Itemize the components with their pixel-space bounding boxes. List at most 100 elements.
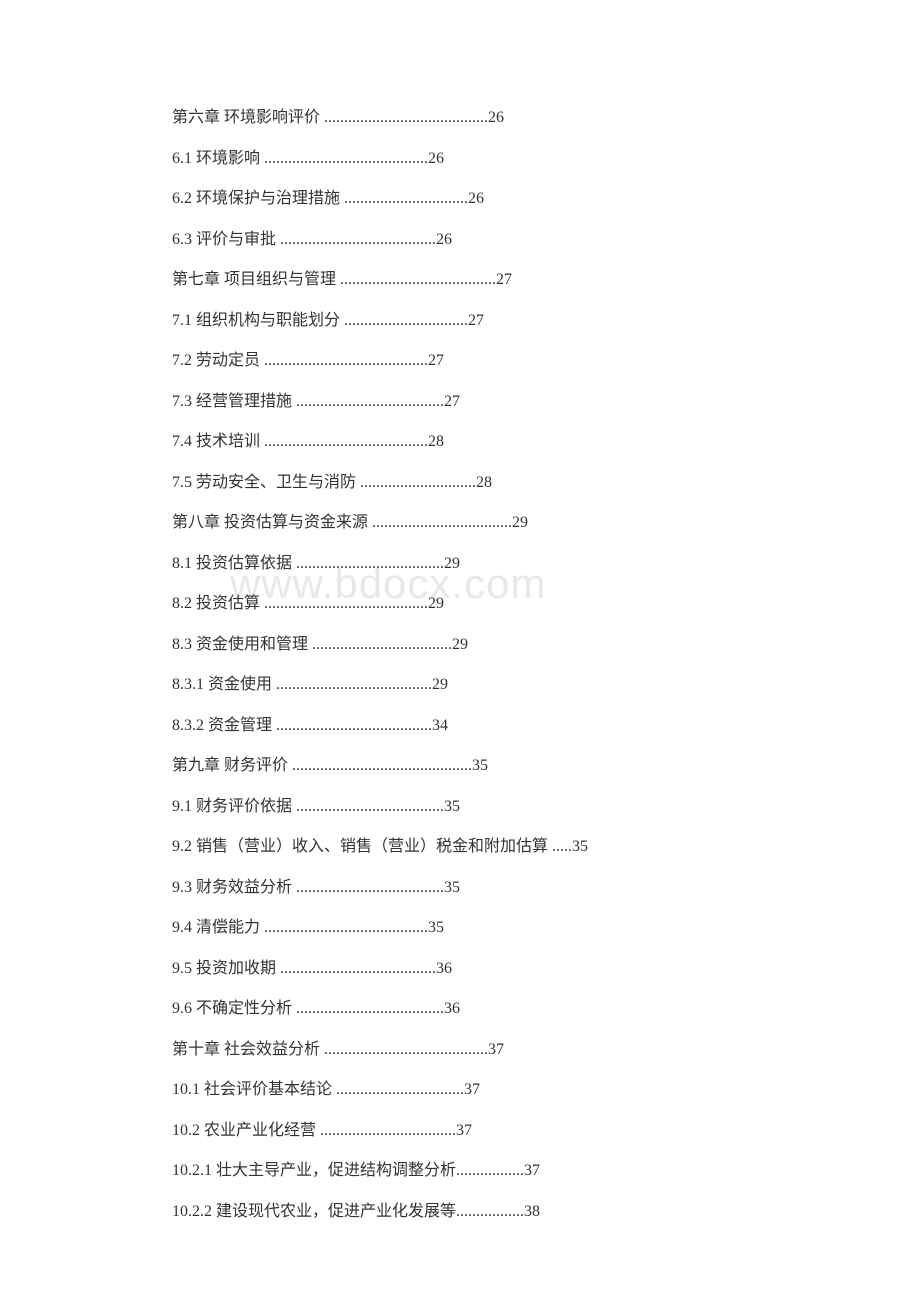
toc-entry-dots: ................. <box>456 1162 524 1179</box>
toc-entry: 第九章 财务评价 ...............................… <box>172 758 748 774</box>
toc-entry-dots: .................................. <box>320 1122 456 1139</box>
toc-entry: 第十章 社会效益分析 .............................… <box>172 1042 748 1058</box>
toc-entry-text: 7.3 经营管理措施 <box>172 393 296 410</box>
toc-entry-dots: ........................................… <box>264 433 428 450</box>
toc-entry-text: 9.5 投资加收期 <box>172 960 280 977</box>
toc-entry-text: 8.2 投资估算 <box>172 595 264 612</box>
toc-entry: 第七章 项目组织与管理 ............................… <box>172 272 748 288</box>
toc-entry-text: 9.1 财务评价依据 <box>172 798 296 815</box>
toc-entry-dots: ..................................... <box>296 798 444 815</box>
toc-entry-dots: ........................................… <box>324 1041 488 1058</box>
toc-entry-text: 6.1 环境影响 <box>172 150 264 167</box>
toc-entry-text: 第六章 环境影响评价 <box>172 109 324 126</box>
toc-entry: 第六章 环境影响评价 .............................… <box>172 110 748 126</box>
toc-entry-page: 29 <box>452 636 468 653</box>
toc-entry: 9.6 不确定性分析 .............................… <box>172 1001 748 1017</box>
toc-entry-page: 35 <box>472 757 488 774</box>
toc-entry-dots: ............................. <box>360 474 476 491</box>
toc-entry-page: 29 <box>512 514 528 531</box>
toc-entry: 6.2 环境保护与治理措施 ..........................… <box>172 191 748 207</box>
toc-entry: 9.4 清偿能力 ...............................… <box>172 920 748 936</box>
toc-entry: 9.1 财务评价依据 .............................… <box>172 799 748 815</box>
toc-entry: 8.1 投资估算依据 .............................… <box>172 556 748 572</box>
toc-entry-page: 35 <box>428 919 444 936</box>
toc-entry: 7.2 劳动定员 ...............................… <box>172 353 748 369</box>
toc-entry-page: 27 <box>444 393 460 410</box>
toc-entry-page: 37 <box>488 1041 504 1058</box>
toc-entry-text: 第九章 财务评价 <box>172 757 292 774</box>
toc-entry: 7.5 劳动安全、卫生与消防 .........................… <box>172 475 748 491</box>
toc-entry-dots: ................. <box>456 1203 524 1220</box>
toc-entry-page: 26 <box>436 231 452 248</box>
toc-entry: 8.2 投资估算 ...............................… <box>172 596 748 612</box>
toc-entry-dots: ................................... <box>312 636 452 653</box>
toc-entry-dots: ....................................... <box>340 271 496 288</box>
toc-entry-dots: ..................................... <box>296 393 444 410</box>
toc-entry-text: 第八章 投资估算与资金来源 <box>172 514 372 531</box>
toc-entry-text: 9.2 销售（营业）收入、销售（营业）税金和附加估算 ..... <box>172 838 572 855</box>
toc-entry-text: 7.4 技术培训 <box>172 433 264 450</box>
toc-entry-dots: ........................................… <box>324 109 488 126</box>
toc-entry-text: 第七章 项目组织与管理 <box>172 271 340 288</box>
toc-entry-dots: ....................................... <box>280 960 436 977</box>
toc-entry-page: 37 <box>464 1081 480 1098</box>
toc-entry-text: 9.6 不确定性分析 <box>172 1000 296 1017</box>
toc-entry-dots: ........................................… <box>264 150 428 167</box>
toc-entry: 9.5 投资加收期 ..............................… <box>172 961 748 977</box>
toc-entry-text: 7.5 劳动安全、卫生与消防 <box>172 474 360 491</box>
toc-entry-page: 37 <box>456 1122 472 1139</box>
toc-entry-page: 29 <box>428 595 444 612</box>
toc-entry-text: 7.2 劳动定员 <box>172 352 264 369</box>
toc-entry: 9.2 销售（营业）收入、销售（营业）税金和附加估算 .....35 <box>172 839 748 855</box>
toc-entry-text: 8.3.2 资金管理 <box>172 717 276 734</box>
toc-entry-text: 10.2 农业产业化经营 <box>172 1122 320 1139</box>
toc-entry-text: 9.4 清偿能力 <box>172 919 264 936</box>
page-container: 第六章 环境影响评价 .............................… <box>0 0 920 1220</box>
toc-entry-page: 34 <box>432 717 448 734</box>
toc-entry-page: 36 <box>444 1000 460 1017</box>
toc-entry-dots: ............................... <box>344 190 468 207</box>
toc-entry-page: 27 <box>496 271 512 288</box>
toc-entry-text: 9.3 财务效益分析 <box>172 879 296 896</box>
toc-entry: 7.3 经营管理措施 .............................… <box>172 394 748 410</box>
toc-entry-page: 28 <box>428 433 444 450</box>
toc-entry-text: 10.1 社会评价基本结论 <box>172 1081 336 1098</box>
toc-entry-dots: ..................................... <box>296 879 444 896</box>
toc-entry: 10.2.1 壮大主导产业，促进结构调整分析.................3… <box>172 1163 748 1179</box>
toc-entry: 6.3 评价与审批 ..............................… <box>172 232 748 248</box>
toc-entry-dots: ........................................… <box>292 757 472 774</box>
toc-entry-dots: ................................ <box>336 1081 464 1098</box>
toc-entry-text: 8.3.1 资金使用 <box>172 676 276 693</box>
toc-entry: 10.2.2 建设现代农业，促进产业化发展等.................3… <box>172 1204 748 1220</box>
toc-entry-page: 28 <box>476 474 492 491</box>
toc-entry: 8.3 资金使用和管理 ............................… <box>172 637 748 653</box>
toc-entry: 9.3 财务效益分析 .............................… <box>172 880 748 896</box>
toc-entry: 6.1 环境影响 ...............................… <box>172 151 748 167</box>
toc-entry-page: 29 <box>444 555 460 572</box>
toc-entry-dots: ........................................… <box>264 919 428 936</box>
toc-entry-text: 6.2 环境保护与治理措施 <box>172 190 344 207</box>
toc-entry-dots: ..................................... <box>296 1000 444 1017</box>
toc-entry: 8.3.2 资金管理 .............................… <box>172 718 748 734</box>
toc-entry-page: 26 <box>468 190 484 207</box>
toc-entry-page: 27 <box>428 352 444 369</box>
toc-entry: 第八章 投资估算与资金来源 ..........................… <box>172 515 748 531</box>
toc-entry-page: 29 <box>432 676 448 693</box>
toc-entry-page: 35 <box>444 798 460 815</box>
toc-entry: 7.4 技术培训 ...............................… <box>172 434 748 450</box>
toc-content: 第六章 环境影响评价 .............................… <box>172 110 748 1220</box>
toc-entry-page: 38 <box>524 1203 540 1220</box>
toc-entry: 10.2 农业产业化经营 ...........................… <box>172 1123 748 1139</box>
toc-entry-dots: ....................................... <box>276 717 432 734</box>
toc-entry-text: 8.1 投资估算依据 <box>172 555 296 572</box>
toc-entry-page: 35 <box>444 879 460 896</box>
toc-entry-dots: ....................................... <box>280 231 436 248</box>
toc-entry-page: 26 <box>428 150 444 167</box>
toc-entry-text: 7.1 组织机构与职能划分 <box>172 312 344 329</box>
toc-entry-text: 10.2.1 壮大主导产业，促进结构调整分析 <box>172 1162 456 1179</box>
toc-entry-page: 26 <box>488 109 504 126</box>
toc-entry-text: 8.3 资金使用和管理 <box>172 636 312 653</box>
toc-entry-dots: ..................................... <box>296 555 444 572</box>
toc-entry-page: 35 <box>572 838 588 855</box>
toc-entry-dots: ................................... <box>372 514 512 531</box>
